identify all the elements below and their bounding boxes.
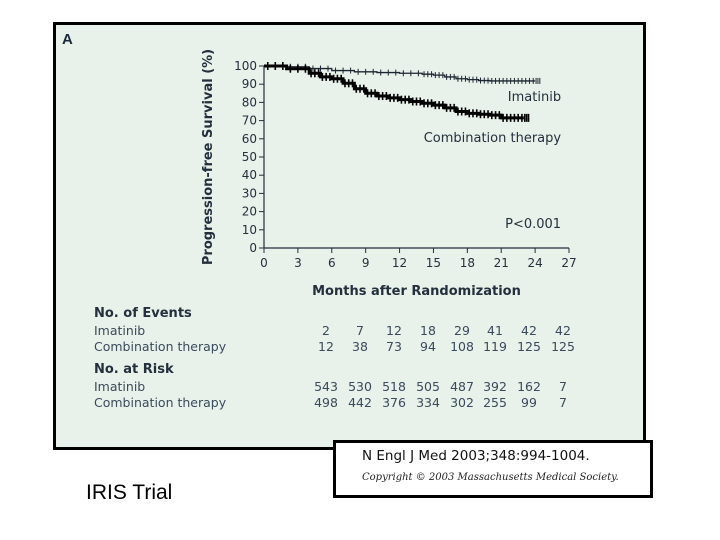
trial-label: IRIS Trial [86,481,173,504]
panel-letter: A [62,31,73,48]
table-cell: 12 [318,339,334,354]
y-tick-label: 0 [249,241,257,255]
row-label: Imatinib [94,379,146,394]
y-tick-label: 60 [242,132,257,146]
x-tick-label: 15 [426,256,441,270]
row-label: Combination therapy [94,395,227,410]
risk-table: Imatinib 543 530 518 505 487 392 162 7 Combinatio… [94,379,614,411]
table-row: Imatinib 543 530 518 505 487 392 162 7 [94,379,614,395]
table-cell: 41 [487,323,503,338]
row-label: Imatinib [94,323,146,338]
row-label: Combination therapy [94,339,227,354]
table-cell: 2 [322,323,330,338]
y-tick-label: 70 [242,114,257,128]
table-cell: 18 [420,323,436,338]
table-cell: 255 [483,395,507,410]
table-cell: 119 [483,339,507,354]
y-axis-title: Progression-free Survival (%) [201,49,216,265]
table-cell: 518 [382,379,406,394]
table-cell: 125 [551,339,575,354]
table-cell: 487 [450,379,474,394]
survival-chart: 0 10 20 30 40 50 60 70 80 90 100 0 3 6 9 12 15 18 21 24 27 M… [201,49,577,295]
table-cell: 498 [314,395,338,410]
table-cell: 125 [517,339,541,354]
y-tick-label: 100 [234,59,257,73]
events-table-heading: No. of Events [94,306,192,321]
table-row: Imatinib 2 7 12 18 29 41 42 42 [94,323,614,339]
table-cell: 94 [420,339,436,354]
figure-panel: A 0 10 20 30 40 50 60 70 80 90 100 0 3 6 9 12 15 18 21 24 27… [53,22,646,450]
x-tick-label: 18 [460,256,475,270]
x-axis-title: Months after Randomization [312,284,521,295]
table-cell: 505 [416,379,440,394]
p-value-annotation: P<0.001 [505,217,561,232]
series-line-0 [264,65,536,82]
table-row: Combination therapy 12 38 73 94 108 119 125 125 [94,339,614,355]
x-tick-label: 6 [328,256,336,270]
table-cell: 42 [555,323,571,338]
table-cell: 543 [314,379,338,394]
y-tick-label: 20 [242,205,257,219]
table-cell: 442 [348,395,372,410]
table-cell: 530 [348,379,372,394]
citation-reference: N Engl J Med 2003;348:994-1004. [362,448,590,464]
table-cell: 162 [517,379,541,394]
table-cell: 392 [483,379,507,394]
y-tick-label: 30 [242,186,257,200]
table-cell: 29 [454,323,470,338]
series-label-0: Imatinib [508,90,561,105]
x-tick-label: 3 [294,256,302,270]
table-row: Combination therapy 498 442 376 334 302 255 99 7 [94,395,614,411]
x-tick-label: 21 [494,256,509,270]
x-tick-label: 27 [561,256,576,270]
y-tick-label: 80 [242,95,257,109]
table-cell: 108 [450,339,474,354]
table-cell: 302 [450,395,474,410]
risk-event-tables: No. of Events Imatinib 2 7 12 18 29 41 42 42 Comb… [94,305,614,411]
table-cell: 7 [559,379,567,394]
table-cell: 38 [352,339,368,354]
table-cell: 334 [416,395,440,410]
x-tick-label: 0 [260,256,268,270]
citation-box: N Engl J Med 2003;348:994-1004. Copyrigh… [333,440,653,498]
y-tick-label: 50 [242,150,257,164]
x-tick-label: 9 [362,256,370,270]
table-cell: 7 [356,323,364,338]
x-tick-label: 12 [392,256,407,270]
y-tick-label: 10 [242,223,257,237]
table-cell: 73 [386,339,402,354]
table-cell: 7 [559,395,567,410]
risk-table-heading: No. at Risk [94,362,174,377]
table-cell: 42 [521,323,537,338]
table-cell: 12 [386,323,402,338]
x-tick-label: 24 [527,256,542,270]
series-label-1: Combination therapy [424,131,562,146]
y-tick-label: 90 [242,77,257,91]
series-line-1 [264,64,524,120]
events-table: Imatinib 2 7 12 18 29 41 42 42 Combination therap… [94,323,614,355]
table-cell: 99 [521,395,537,410]
y-tick-label: 40 [242,168,257,182]
table-cell: 376 [382,395,406,410]
citation-copyright: Copyright © 2003 Massachusetts Medical S… [362,472,619,483]
